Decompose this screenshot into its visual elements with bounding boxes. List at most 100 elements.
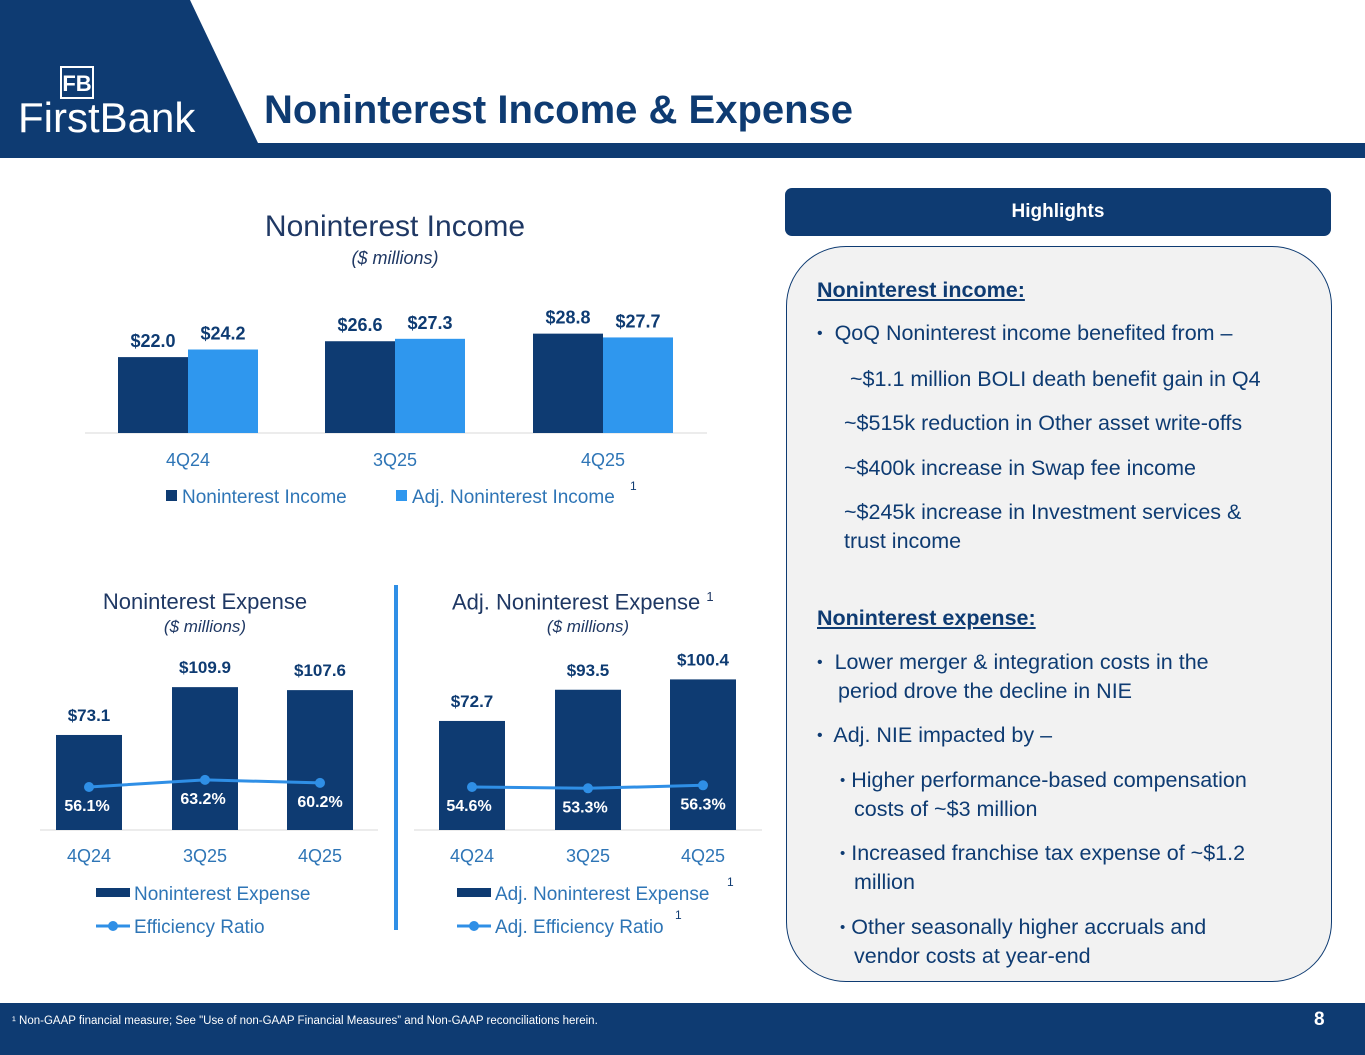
ratio-point <box>84 782 94 792</box>
legend-swatch <box>457 888 491 897</box>
tick-label: 4Q25 <box>681 846 725 866</box>
chart-title-adj-expense: Adj. Noninterest Expense 1 <box>452 589 727 615</box>
legend-marker <box>469 921 479 931</box>
sub-bullet: • Other seasonally higher accruals and <box>840 915 1207 939</box>
data-label: $93.5 <box>567 661 610 680</box>
chart-subtitle-income: ($ millions) <box>351 248 439 268</box>
expense-bullet: • Adj. NIE impacted by – <box>817 723 1053 747</box>
chart-title-income: Noninterest Income <box>264 210 526 243</box>
header-band <box>0 0 1365 158</box>
income-item: ~$400k increase in Swap fee income <box>844 456 1196 480</box>
tick-label: 3Q25 <box>183 846 227 866</box>
expense-chart: $73.1 4Q24 $109.9 3Q25 $107.6 4Q25 56.1% 63.2% 6… <box>40 658 378 938</box>
sub-bullet-cont: million <box>854 870 915 894</box>
data-label: $26.6 <box>337 315 382 335</box>
bar <box>439 720 505 830</box>
ratio-point <box>583 783 593 794</box>
data-label: $100.4 <box>677 650 730 669</box>
firstbank-logo: FB FirstBank <box>18 66 208 141</box>
bar <box>555 689 621 830</box>
chart-title-expense: Noninterest Expense <box>102 589 308 614</box>
legend-label: Adj. Noninterest Expense <box>495 884 709 905</box>
page-number: 8 <box>1314 1009 1325 1030</box>
data-label: $107.6 <box>294 661 346 680</box>
ratio-label: 56.3% <box>680 796 725 813</box>
legend-label: Efficiency Ratio <box>134 917 265 938</box>
logo-wordmark: FirstBank <box>18 94 196 138</box>
legend-label: Noninterest Income <box>182 487 347 508</box>
bar <box>395 338 465 433</box>
logo-monogram: FB <box>62 71 91 96</box>
data-label: $28.8 <box>545 308 590 328</box>
tick-label: 4Q24 <box>166 450 210 470</box>
income-item: ~$245k increase in Investment services & <box>844 500 1242 524</box>
chart-subtitle-adj-expense: ($ millions) <box>546 617 630 636</box>
expense-bullet-text: Lower merger & integration costs in the <box>834 650 1209 674</box>
income-bullet-text: QoQ Noninterest income benefited from – <box>834 321 1233 345</box>
tick-label: 4Q24 <box>450 846 494 866</box>
chart-divider <box>394 585 398 930</box>
ratio-label: 56.1% <box>64 798 109 815</box>
adj-expense-chart: $72.7 4Q24 $93.5 3Q25 $100.4 4Q25 54.6% 53.3% 56… <box>414 650 762 938</box>
legend-label: Adj. Noninterest Income <box>412 487 615 508</box>
bar <box>188 349 258 433</box>
ratio-label: 60.2% <box>297 794 342 811</box>
income-item: trust income <box>844 529 962 553</box>
sub-bullet-cont: costs of ~$3 million <box>854 797 1038 821</box>
sub-bullet-text: Higher performance-based compensation <box>851 768 1247 792</box>
ratio-label: 53.3% <box>562 799 607 816</box>
footnote-marker: 1 <box>630 479 637 493</box>
footnote-marker: 1 <box>706 589 714 604</box>
income-heading: Noninterest income: <box>817 278 1025 302</box>
legend-label: Adj. Efficiency Ratio <box>495 917 664 938</box>
highlights-header: Highlights <box>785 188 1331 236</box>
income-item: ~$1.1 million BOLI death benefit gain in… <box>850 367 1261 391</box>
tick-label: 3Q25 <box>566 846 610 866</box>
data-label: $73.1 <box>68 706 111 725</box>
tick-label: 4Q24 <box>67 846 111 866</box>
legend-marker <box>108 921 118 931</box>
bar <box>287 690 353 830</box>
ratio-point <box>315 777 325 788</box>
bar <box>118 357 188 433</box>
highlights-panel <box>786 246 1332 982</box>
expense-heading: Noninterest expense: <box>817 606 1036 630</box>
chart-subtitle-expense: ($ millions) <box>163 617 247 636</box>
bar <box>603 337 673 433</box>
expense-bullet: • Lower merger & integration costs in th… <box>817 650 1209 674</box>
page-title: Noninterest Income & Expense <box>264 88 854 132</box>
tick-label: 3Q25 <box>373 450 417 470</box>
footer-bar <box>0 1003 1365 1055</box>
ratio-point <box>698 780 708 791</box>
data-label: $109.9 <box>179 658 231 677</box>
bar <box>670 679 736 830</box>
legend-swatch <box>396 490 407 501</box>
tick-label: 4Q25 <box>581 450 625 470</box>
ratio-point <box>467 782 477 792</box>
footnote: ¹ Non-GAAP financial measure; See "Use o… <box>12 1015 598 1027</box>
legend-swatch <box>96 888 130 897</box>
sub-bullet-text: Increased franchise tax expense of ~$1.2 <box>851 841 1246 865</box>
ratio-label: 54.6% <box>446 798 491 815</box>
legend-swatch <box>166 490 177 501</box>
data-label: $27.7 <box>615 311 660 331</box>
sub-bullet: • Higher performance-based compensation <box>840 768 1247 792</box>
footnote-marker: 1 <box>675 908 682 922</box>
sub-bullet: • Increased franchise tax expense of ~$1… <box>840 841 1246 865</box>
expense-bullet-text: Adj. NIE impacted by – <box>833 723 1053 747</box>
sub-bullet-text: Other seasonally higher accruals and <box>851 915 1207 939</box>
sub-bullet-cont: vendor costs at year-end <box>854 944 1091 968</box>
bar <box>325 341 395 433</box>
data-label: $27.3 <box>407 313 452 333</box>
legend-label: Noninterest Expense <box>134 884 310 905</box>
income-chart: $22.0 $24.2 4Q24 $26.6 $27.3 3Q25 $28.8 $27.7 4Q… <box>85 308 707 508</box>
data-label: $24.2 <box>200 324 245 344</box>
footnote-marker: 1 <box>727 875 734 889</box>
ratio-point <box>200 774 210 785</box>
chart-title-adj-expense-text: Adj. Noninterest Expense <box>452 589 701 615</box>
income-item: ~$515k reduction in Other asset write-of… <box>844 411 1243 435</box>
data-label: $72.7 <box>451 692 494 711</box>
income-bullet: • QoQ Noninterest income benefited from … <box>817 321 1233 345</box>
bar <box>533 333 603 433</box>
data-label: $22.0 <box>130 331 175 351</box>
